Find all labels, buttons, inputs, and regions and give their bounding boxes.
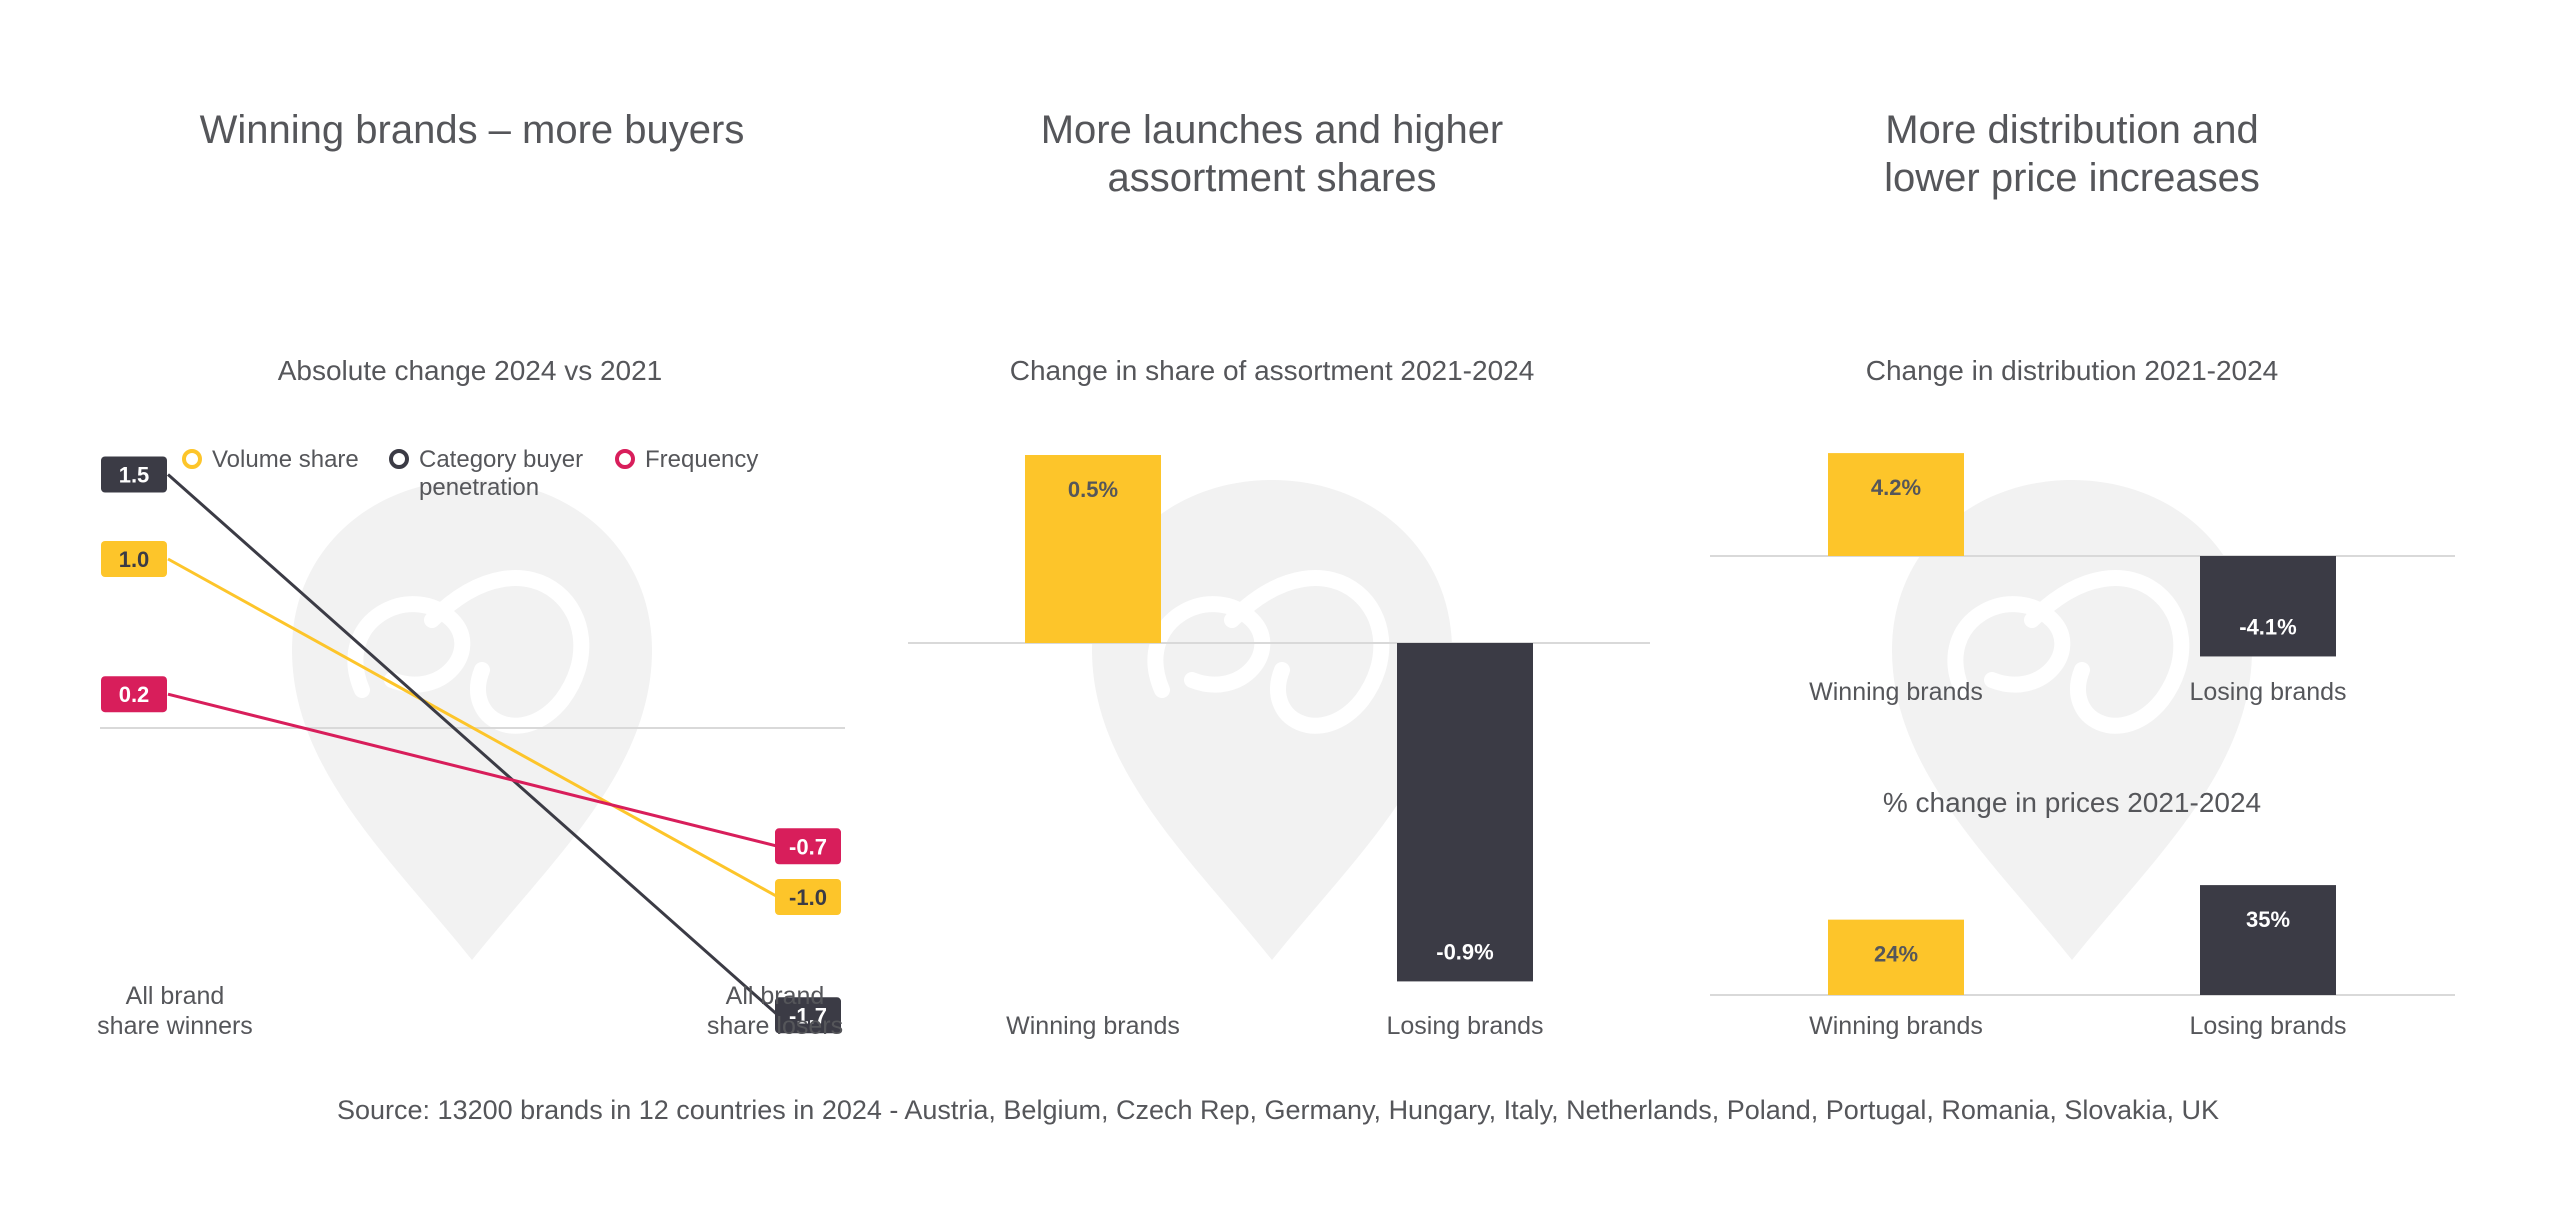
heading-distribution-line1: More distribution and [1885,108,2259,152]
data-label-winning-brands: 4.2% [1871,475,1921,500]
data-label-category-buyer-penetration-start: 1.5 [119,463,150,488]
chart1-x-label-losers-line1: All brand [726,982,825,1010]
data-label-frequency-end: -0.7 [789,834,827,859]
bar-winning-brands [1828,919,1964,995]
chart2-category-label-winning: Winning brands [1006,1012,1180,1040]
data-label-category-buyer-penetration-end: -1.7 [789,1003,827,1028]
data-label-winning-brands: 24% [1874,942,1918,967]
chart1-x-label-winners-line1: All brand [126,982,225,1010]
data-label-winning-brands: 0.5% [1068,477,1118,502]
chart1-title: Absolute change 2024 vs 2021 [278,355,663,386]
bar-losing-brands [2200,885,2336,995]
line-frequency [167,692,779,848]
badge-category-buyer-penetration-end [775,997,841,1034]
chart4-bars: 24% 35% [1828,885,2336,995]
chart3-title: Change in distribution 2021-2024 [1866,355,2279,386]
chart1-x-label-winners-line2: share winners [97,1012,253,1040]
chart1-legend: Volume share Category buyer penetration … [182,446,758,501]
badge-frequency-start [101,676,167,713]
heading-distribution-line2: lower price increases [1884,156,2260,200]
bar-winning-brands [1828,453,1964,556]
badge-category-buyer-penetration-start [101,456,167,493]
watermark-logo-2 [1092,480,1452,960]
data-label-losing-brands: 35% [2246,907,2290,932]
chart2-category-label-losing: Losing brands [1386,1012,1543,1040]
badge-frequency-end [775,828,841,865]
legend-marker-category-buyer-penetration [389,449,409,469]
chart2-title: Change in share of assortment 2021-2024 [1010,355,1535,386]
watermark-swirl [347,570,590,734]
bar-losing-brands [2200,556,2336,657]
legend-marker-volume-share [182,449,202,469]
line-category-buyer-penetration [167,473,779,1017]
chart3-category-label-losing: Losing brands [2189,678,2346,706]
heading-launches-line2: assortment shares [1107,156,1436,200]
chart4-category-label-losing: Losing brands [2189,1012,2346,1040]
data-label-frequency-start: 0.2 [119,682,150,707]
watermark-logo-1 [292,480,652,960]
legend-label-category-buyer-penetration-line1: Category buyer [419,446,583,473]
badge-volume-share-end [775,879,841,915]
source-note: Source: 13200 brands in 12 countries in … [337,1095,2219,1125]
bar-winning-brands [1025,455,1161,643]
chart1-x-label-losers-line2: share losers [707,1012,843,1040]
chart4-title: % change in prices 2021-2024 [1883,787,2261,818]
legend-label-volume-share: Volume share [212,446,359,473]
data-label-losing-brands: -4.1% [2239,614,2296,639]
watermark-swirl [1947,570,2190,734]
watermark-pin-shape [292,480,652,960]
legend-label-frequency: Frequency [645,446,758,473]
chart4-category-label-winning: Winning brands [1809,1012,1983,1040]
data-label-volume-share-end: -1.0 [789,885,827,910]
line-volume-share [167,557,779,899]
data-label-volume-share-start: 1.0 [119,547,150,572]
heading-launches-line1: More launches and higher [1041,108,1504,152]
bar-losing-brands [1397,643,1533,982]
chart3-category-label-winning: Winning brands [1809,678,1983,706]
heading-winning-brands: Winning brands – more buyers [200,108,745,152]
badge-volume-share-start [101,541,167,577]
watermark-logo-3 [1892,480,2252,960]
legend-marker-frequency [615,449,635,469]
legend-label-category-buyer-penetration-line2: penetration [419,474,539,501]
chart1-value-badges: 1.0 -1.0 1.5 -1.7 0.2 -0.7 [101,456,841,1034]
data-label-losing-brands: -0.9% [1436,939,1493,964]
chart1-series-lines [167,473,779,1017]
chart2-bars: 0.5% -0.9% [1025,455,1533,982]
chart3-bars: 4.2% -4.1% [1828,453,2336,657]
